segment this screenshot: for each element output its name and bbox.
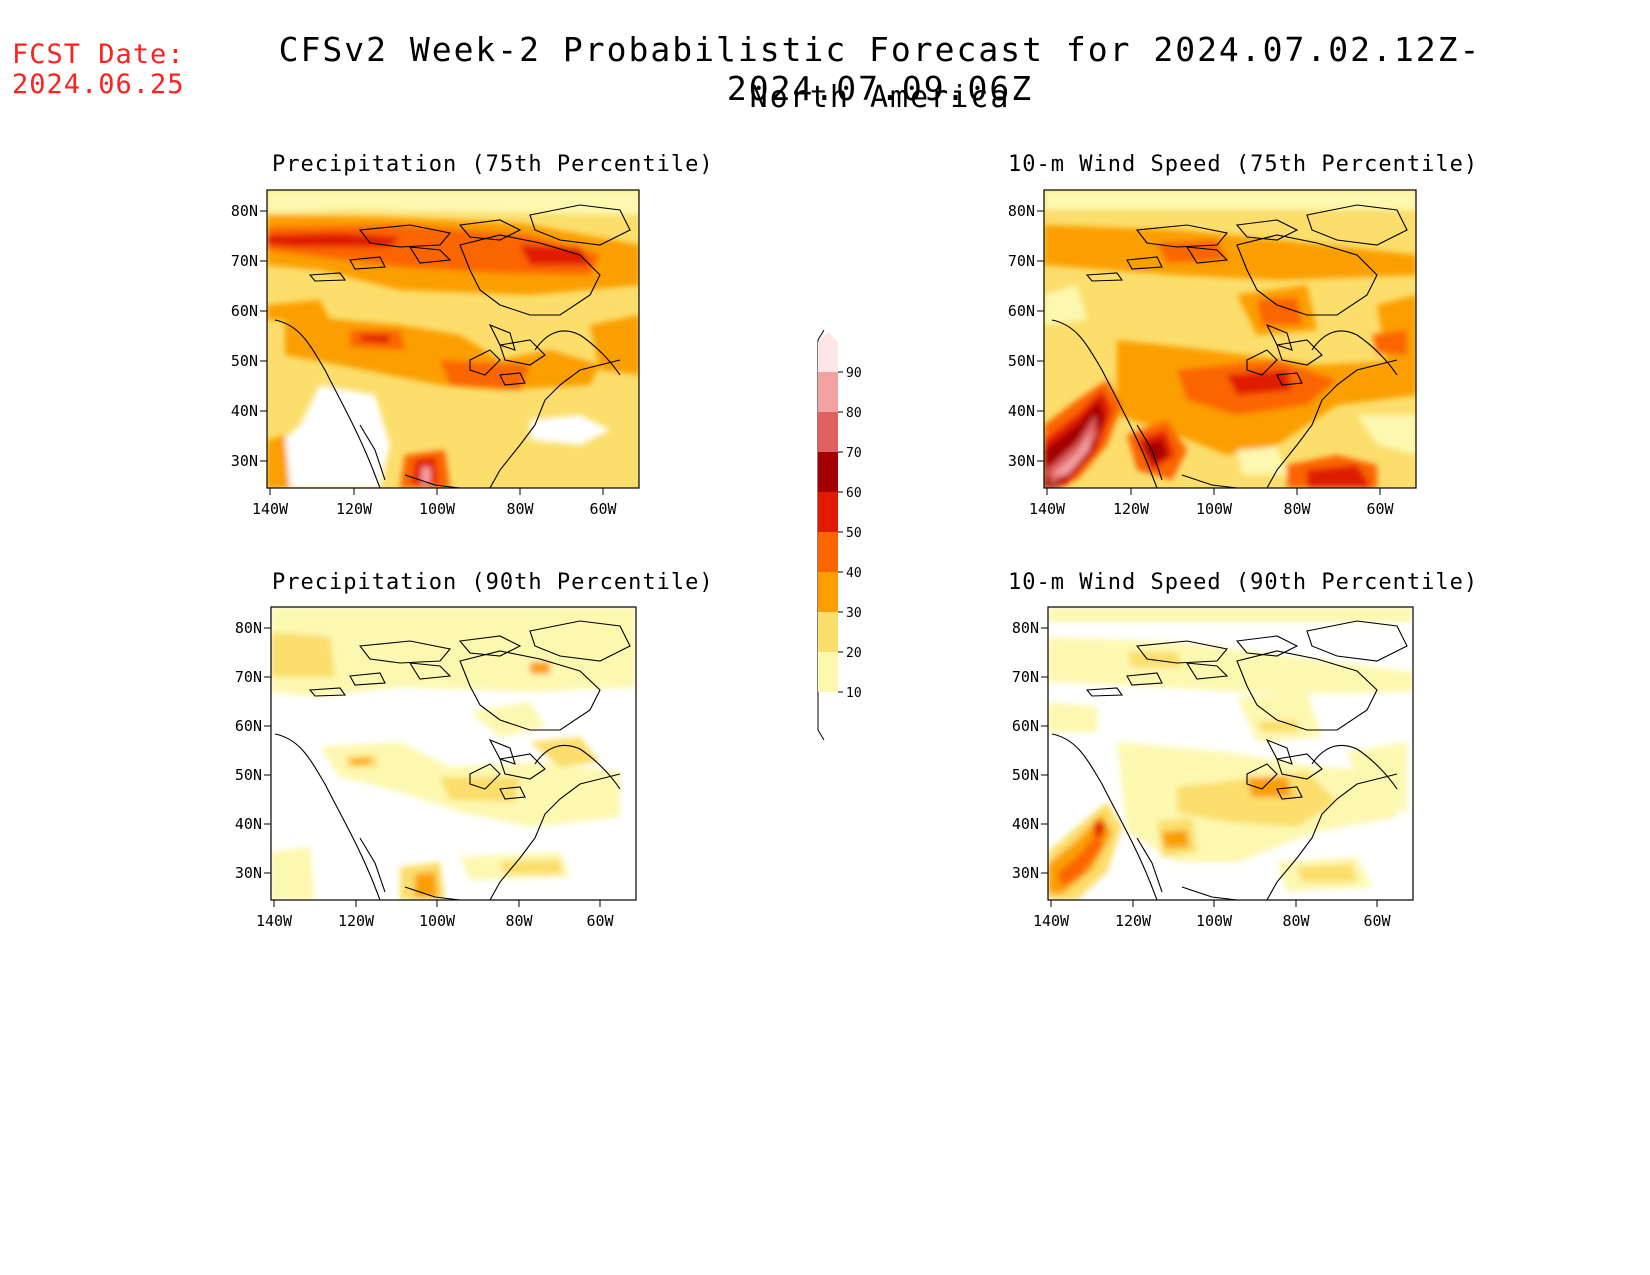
lon-label: 60W <box>1366 500 1394 518</box>
lat-label: 80N <box>231 202 258 220</box>
colorbar-swatch <box>818 452 838 492</box>
colorbar-label: 20 <box>846 646 862 661</box>
lat-label: 50N <box>231 352 258 370</box>
map-wind-75: 80N 70N 60N 50N 40N 30N 140W 120W 100W 8… <box>1008 189 1417 518</box>
lon-label: 100W <box>419 912 456 930</box>
colorbar-swatch <box>818 532 838 572</box>
lon-label: 60W <box>586 912 614 930</box>
map-precip-75: 80N 70N 60N 50N 40N 30N 140W 120W 100W 8… <box>231 189 640 518</box>
lat-label: 40N <box>231 402 258 420</box>
panel-title-wind-90: 10-m Wind Speed (90th Percentile) <box>1008 570 1479 595</box>
lat-label: 60N <box>1008 302 1035 320</box>
lat-label: 70N <box>231 252 258 270</box>
lat-label: 40N <box>1012 815 1039 833</box>
lat-label: 80N <box>235 619 262 637</box>
lon-label: 100W <box>1196 912 1233 930</box>
lat-label: 50N <box>1012 766 1039 784</box>
colorbar-labels: 90 80 70 60 50 40 30 20 10 <box>838 366 862 701</box>
lon-label: 80W <box>505 912 533 930</box>
lon-label: 100W <box>1196 500 1233 518</box>
lon-label: 140W <box>252 500 289 518</box>
colorbar-swatch <box>818 612 838 652</box>
panel-title-precip-75: Precipitation (75th Percentile) <box>272 152 714 177</box>
colorbar-swatches <box>818 332 838 692</box>
colorbar-swatch <box>818 572 838 612</box>
region-subtitle: North America <box>749 80 1011 115</box>
lat-label: 40N <box>235 815 262 833</box>
colorbar-swatch <box>818 372 838 412</box>
colorbar-swatch <box>818 652 838 692</box>
lat-label: 30N <box>1008 452 1035 470</box>
lat-label: 30N <box>231 452 258 470</box>
lat-label: 30N <box>235 864 262 882</box>
lat-label: 60N <box>235 717 262 735</box>
lon-label: 80W <box>1283 500 1311 518</box>
colorbar-label: 70 <box>846 446 862 461</box>
lon-label: 120W <box>338 912 375 930</box>
colorbar-label: 50 <box>846 526 862 541</box>
lon-label: 60W <box>1363 912 1391 930</box>
lat-label: 70N <box>1008 252 1035 270</box>
colorbar-label: 80 <box>846 406 862 421</box>
colorbar-label: 30 <box>846 606 862 621</box>
lat-label: 80N <box>1008 202 1035 220</box>
lon-label: 120W <box>336 500 373 518</box>
colorbar-label: 40 <box>846 566 862 581</box>
lon-label: 60W <box>589 500 617 518</box>
colorbar-swatch <box>818 412 838 452</box>
page-title: CFSv2 Week-2 Probabilistic Forecast for … <box>278 30 1482 108</box>
map-wind-90: 80N 70N 60N 50N 40N 30N 140W 120W 100W 8… <box>1012 606 1414 930</box>
lon-label: 80W <box>1282 912 1310 930</box>
fcst-date: 2024.06.25 <box>12 69 185 100</box>
lat-label: 30N <box>1012 864 1039 882</box>
lon-label: 80W <box>506 500 534 518</box>
lat-label: 50N <box>1008 352 1035 370</box>
map-precip-90: 80N 70N 60N 50N 40N 30N 140W 120W 100W 8… <box>235 606 637 930</box>
colorbar: 90 80 70 60 50 40 30 20 10 <box>817 330 862 741</box>
lon-label: 100W <box>419 500 456 518</box>
colorbar-label: 60 <box>846 486 862 501</box>
lat-label: 40N <box>1008 402 1035 420</box>
fcst-label: FCST Date: <box>12 39 185 70</box>
colorbar-swatch <box>818 332 838 372</box>
lat-label: 60N <box>1012 717 1039 735</box>
lon-label: 120W <box>1115 912 1152 930</box>
panel-title-wind-75: 10-m Wind Speed (75th Percentile) <box>1008 152 1479 177</box>
lon-label: 140W <box>1033 912 1070 930</box>
lat-label: 60N <box>231 302 258 320</box>
forecast-date-label: FCST Date: 2024.06.25 <box>12 40 185 100</box>
colorbar-label: 10 <box>846 686 862 701</box>
lat-label: 70N <box>235 668 262 686</box>
lon-label: 140W <box>1029 500 1066 518</box>
panel-title-precip-90: Precipitation (90th Percentile) <box>272 570 714 595</box>
colorbar-swatch <box>818 492 838 532</box>
lat-label: 80N <box>1012 619 1039 637</box>
lon-label: 140W <box>256 912 293 930</box>
colorbar-label: 90 <box>846 366 862 381</box>
lat-label: 70N <box>1012 668 1039 686</box>
lon-label: 120W <box>1113 500 1150 518</box>
lat-label: 50N <box>235 766 262 784</box>
